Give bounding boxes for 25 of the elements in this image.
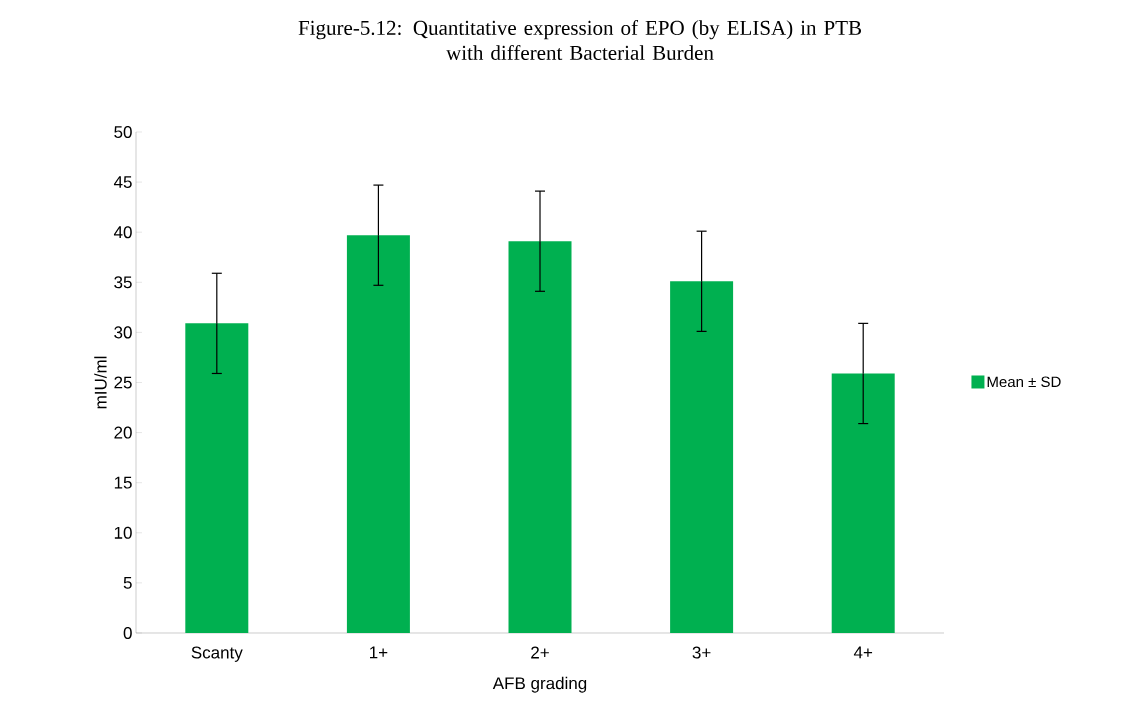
y-tick-label: 20 bbox=[114, 426, 132, 439]
y-tick-label: 50 bbox=[114, 125, 132, 139]
y-tick-label: 35 bbox=[114, 276, 132, 289]
chart-title: Figure-5.12: Quantitative expression of EPO (by ELISA) in PTB with different Bacterial Burden bbox=[298, 19, 862, 60]
y-tick-label: 30 bbox=[114, 326, 132, 339]
x-tick-label: 4+ bbox=[853, 646, 873, 659]
bar bbox=[670, 281, 734, 633]
bar bbox=[831, 373, 895, 633]
y-tick-label: 0 bbox=[123, 626, 132, 640]
x-tick-label: 1+ bbox=[370, 646, 388, 659]
y-tick-label: 15 bbox=[114, 476, 132, 489]
legend-label: Mean ± SD bbox=[987, 376, 1061, 388]
y-tick-label: 5 bbox=[123, 576, 132, 589]
y-tick-label: 10 bbox=[114, 526, 132, 539]
x-axis-title: AFB grading bbox=[492, 676, 587, 693]
bar bbox=[346, 235, 410, 633]
y-tick-label: 45 bbox=[113, 176, 132, 189]
x-tick-label: 3+ bbox=[692, 646, 711, 659]
bar bbox=[185, 323, 249, 633]
y-tick-label: 25 bbox=[114, 376, 132, 389]
x-tick-label: Scanty bbox=[191, 646, 243, 662]
bar bbox=[508, 241, 572, 633]
y-tick-label: 40 bbox=[113, 226, 132, 239]
x-tick-label: 2+ bbox=[531, 646, 549, 659]
y-axis-title: mIU/ml bbox=[94, 356, 107, 409]
